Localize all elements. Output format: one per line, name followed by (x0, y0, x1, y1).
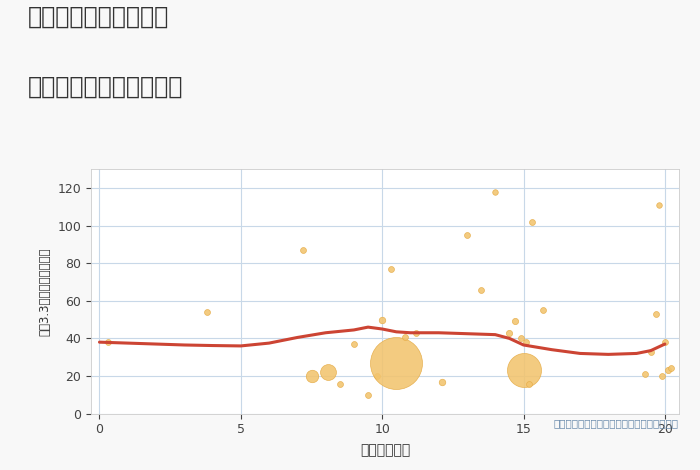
Point (371, 372, 382, 380)
Text: 岐阜県岐阜市三番町の: 岐阜県岐阜市三番町の (28, 5, 169, 29)
Text: 駅距離別中古戸建て価格: 駅距離別中古戸建て価格 (28, 75, 183, 99)
Point (665, 365, 676, 372)
Point (306, 372, 317, 380)
Point (461, 231, 472, 239)
Point (334, 380, 345, 387)
Point (640, 370, 651, 378)
Point (538, 306, 549, 314)
Text: 円の大きさは、取引のあった物件面積を示す: 円の大きさは、取引のあった物件面積を示す (554, 418, 679, 429)
Point (377, 316, 388, 323)
Point (521, 338, 532, 346)
X-axis label: 駅距離（分）: 駅距離（分） (360, 443, 410, 457)
Point (651, 310, 662, 318)
Point (504, 329, 515, 337)
Point (102, 338, 113, 346)
Point (298, 246, 309, 254)
Point (202, 308, 213, 316)
Point (662, 367, 673, 374)
Point (475, 286, 486, 293)
Point (524, 380, 535, 387)
Y-axis label: 坪（3.3㎡）単価（万円）: 坪（3.3㎡）単価（万円） (38, 247, 52, 336)
Point (385, 265, 396, 273)
Point (323, 368, 334, 376)
Point (349, 340, 360, 348)
Point (526, 218, 538, 226)
Point (518, 367, 529, 374)
Point (515, 335, 526, 342)
Point (510, 318, 521, 325)
Point (645, 348, 657, 355)
Point (410, 329, 421, 337)
Point (657, 372, 668, 380)
Point (659, 338, 671, 346)
Point (363, 391, 374, 399)
Point (391, 359, 402, 367)
Point (399, 333, 410, 340)
Point (654, 201, 665, 209)
Point (489, 188, 500, 196)
Point (436, 378, 447, 385)
